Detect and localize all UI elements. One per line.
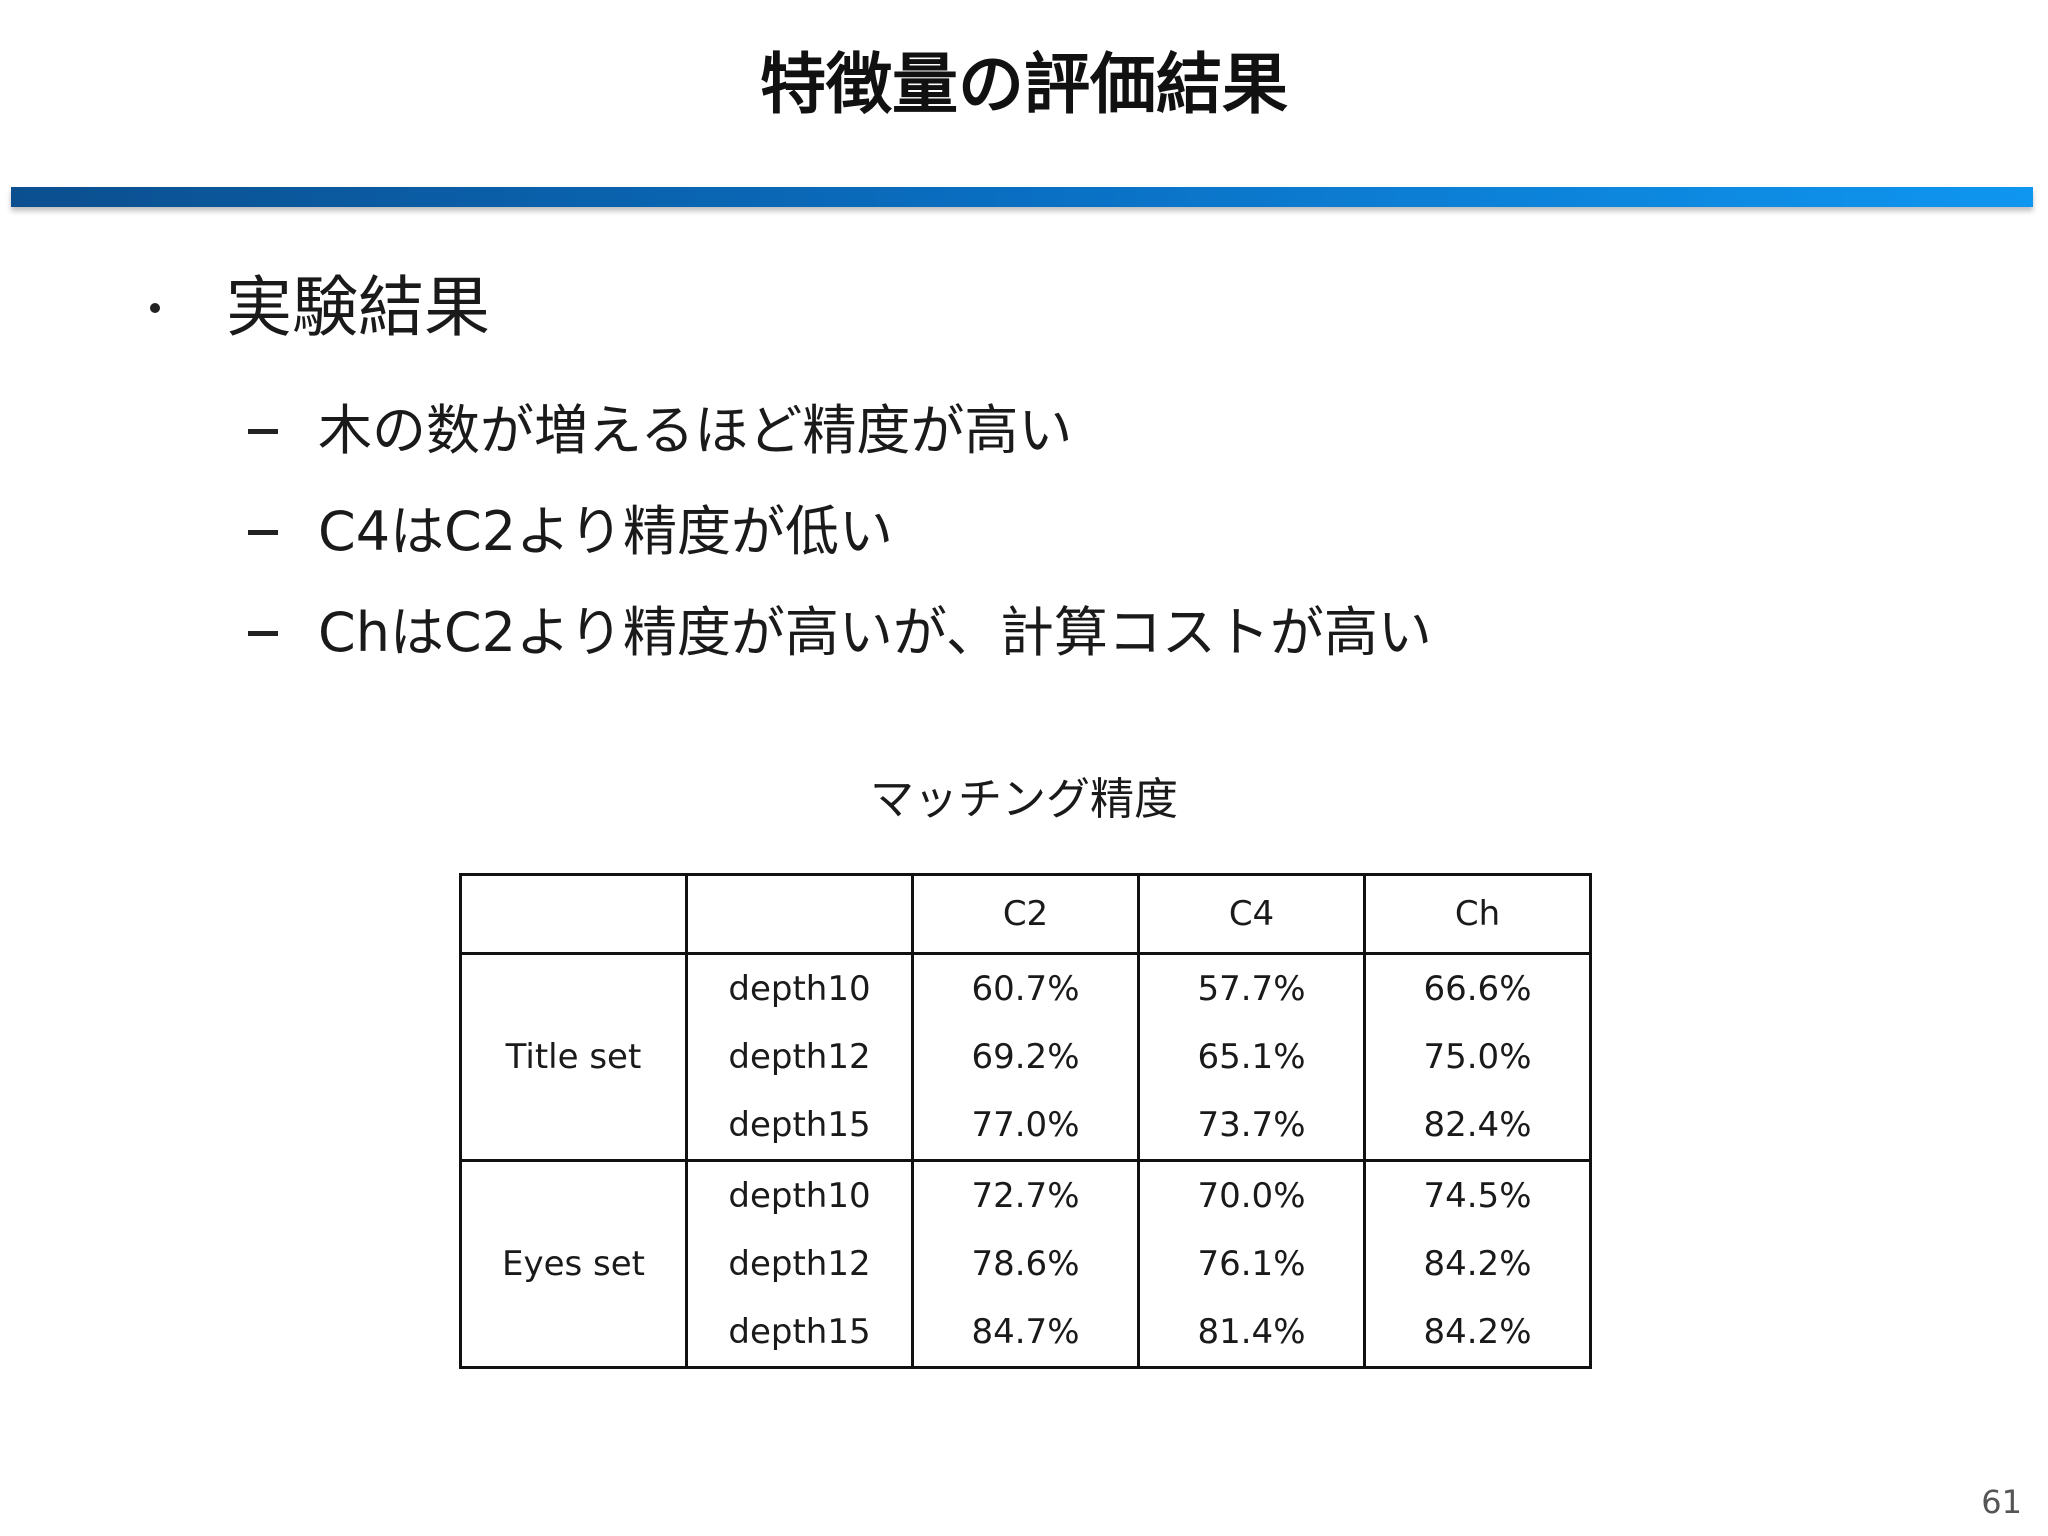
- table-caption-text: マッチング精度: [870, 774, 1178, 825]
- value-cell: 81.4%: [1137, 1298, 1366, 1369]
- dash-icon: [248, 630, 278, 636]
- table-row: depth15 84.7% 81.4% 84.2%: [461, 1298, 1592, 1369]
- value-cell: 70.0%: [1137, 1159, 1366, 1230]
- title-divider-bar: [11, 187, 2033, 207]
- header-cell: Ch: [1363, 873, 1592, 955]
- value-cell: 74.5%: [1363, 1159, 1592, 1230]
- value-cell: 78.6%: [911, 1230, 1140, 1298]
- table-row: Title set depth10 60.7% 57.7% 66.6%: [459, 952, 1592, 1162]
- bullet-item: 実験結果: [150, 275, 490, 341]
- depth-cell: depth10: [685, 952, 914, 1023]
- value-cell: 57.7%: [1137, 952, 1366, 1023]
- bullet-text: 実験結果: [226, 269, 490, 346]
- dash-icon: [248, 529, 278, 535]
- dash-icon: [248, 428, 278, 434]
- value-cell: 72.7%: [911, 1159, 1140, 1230]
- value-cell: 84.2%: [1363, 1298, 1592, 1369]
- depth-cell: depth15: [685, 1298, 914, 1369]
- bullet-dot-icon: [150, 303, 160, 313]
- value-cell: 76.1%: [1137, 1230, 1366, 1298]
- table-row: Eyes set depth10 72.7% 70.0% 74.5%: [459, 1159, 1592, 1369]
- depth-cell: depth10: [685, 1159, 914, 1230]
- value-cell: 77.0%: [911, 1091, 1140, 1162]
- sub-bullet-item: 木の数が増えるほど精度が高い: [248, 404, 1072, 458]
- value-cell: 84.7%: [911, 1298, 1140, 1369]
- table-row: depth12 78.6% 76.1% 84.2%: [461, 1230, 1592, 1298]
- value-cell: 60.7%: [911, 952, 1140, 1023]
- results-table: C2 C4 Ch Title set depth10 60.7% 57.7% 6…: [459, 873, 1592, 1369]
- value-cell: 66.6%: [1363, 952, 1592, 1023]
- depth-cell: depth12: [685, 1230, 914, 1298]
- value-cell: 73.7%: [1137, 1091, 1366, 1162]
- sub-bullet-item: ChはC2より精度が高いが、計算コストが高い: [248, 606, 1432, 660]
- slide-title: 特徴量の評価結果: [760, 46, 1288, 123]
- table-row: depth12 69.2% 65.1% 75.0%: [461, 1023, 1592, 1091]
- header-cell: C2: [911, 873, 1140, 955]
- sub-bullet-text: 木の数が増えるほど精度が高い: [318, 399, 1073, 462]
- value-cell: 65.1%: [1137, 1023, 1366, 1091]
- header-cell: [685, 873, 914, 955]
- group-label-cell: Eyes set: [459, 1159, 688, 1369]
- sub-bullet-item: C4はC2より精度が低い: [248, 505, 893, 559]
- header-cell: [459, 873, 688, 955]
- value-cell: 75.0%: [1363, 1023, 1592, 1091]
- sub-bullet-text: C4はC2より精度が低い: [318, 500, 894, 563]
- table-header-row: C2 C4 Ch: [459, 873, 1592, 955]
- page-number: 61: [1981, 1483, 2022, 1521]
- group-label-cell: Title set: [459, 952, 688, 1162]
- header-cell: C4: [1137, 873, 1366, 955]
- depth-cell: depth15: [685, 1091, 914, 1162]
- value-cell: 84.2%: [1363, 1230, 1592, 1298]
- table-row: depth15 77.0% 73.7% 82.4%: [461, 1091, 1592, 1162]
- depth-cell: depth12: [685, 1023, 914, 1091]
- value-cell: 69.2%: [911, 1023, 1140, 1091]
- table-caption: マッチング精度: [0, 778, 2048, 822]
- sub-bullet-text: ChはC2より精度が高いが、計算コストが高い: [318, 601, 1432, 664]
- value-cell: 82.4%: [1363, 1091, 1592, 1162]
